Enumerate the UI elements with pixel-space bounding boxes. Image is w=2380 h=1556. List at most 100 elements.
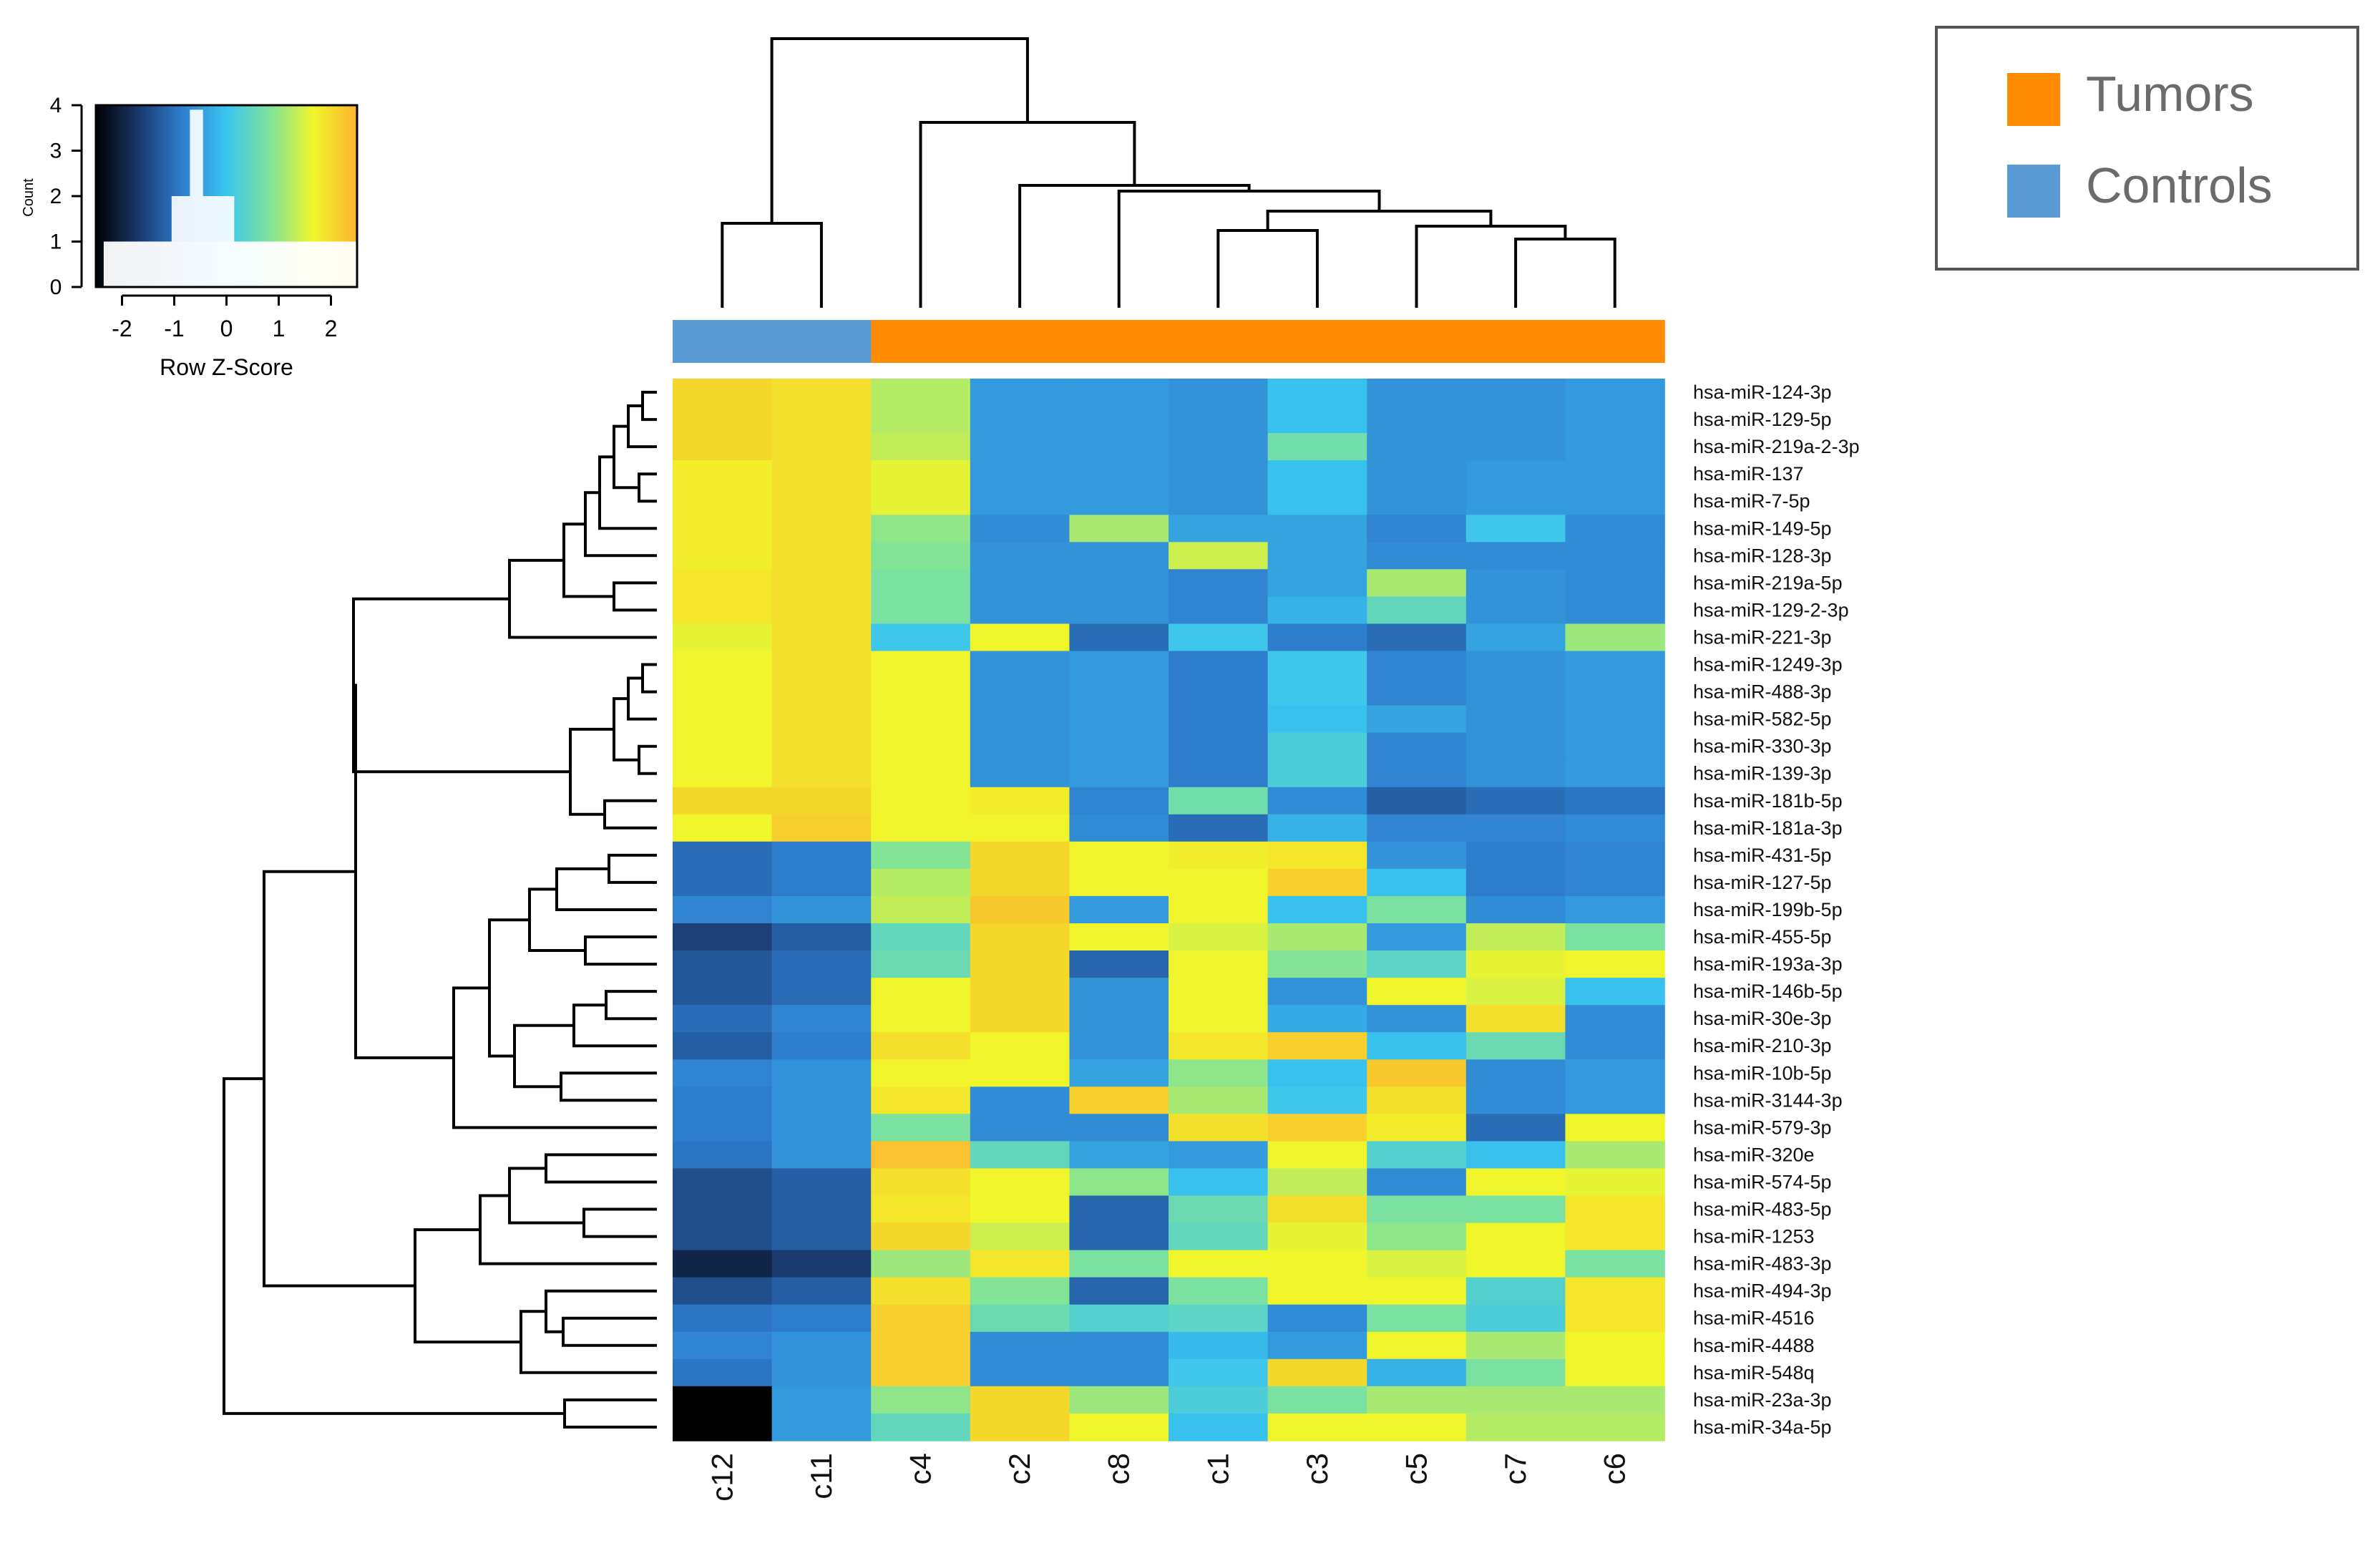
heatmap-cell: [1267, 895, 1367, 924]
heatmap-cell: [1169, 1386, 1269, 1414]
legend-label-controls: Controls: [2086, 157, 2273, 213]
heatmap-cell: [871, 487, 971, 515]
column-label: c1: [1201, 1453, 1234, 1484]
heatmap-cell: [1465, 1141, 1566, 1170]
heatmap-cell: [1367, 1168, 1467, 1197]
heatmap-cell: [1565, 1222, 1665, 1251]
group-bar-tumors: [871, 320, 971, 363]
heatmap-cell: [1565, 1386, 1665, 1414]
dendrogram-link: [479, 1194, 657, 1265]
heatmap-cell: [1565, 705, 1665, 734]
x-tick-label: 1: [273, 316, 286, 341]
heatmap-cell: [673, 623, 773, 652]
heatmap-cell: [970, 515, 1070, 543]
heatmap-cell: [771, 923, 872, 951]
heatmap-cell: [970, 623, 1070, 652]
heatmap-cell: [771, 759, 872, 788]
column-label: c5: [1400, 1453, 1433, 1484]
color-key-hist: [103, 241, 357, 287]
dendrogram-link: [582, 1207, 657, 1238]
heatmap-cell: [771, 1168, 872, 1197]
heatmap-cell: [771, 406, 872, 434]
heatmap-cell: [1465, 569, 1566, 598]
heatmap-cell: [1465, 868, 1566, 897]
heatmap-cell: [1465, 1222, 1566, 1251]
heatmap-cell: [1465, 406, 1566, 434]
heatmap-cell: [1367, 596, 1467, 625]
dendrogram-link: [641, 663, 657, 694]
heatmap-cell: [1169, 732, 1269, 761]
heatmap-cell: [1169, 759, 1269, 788]
heatmap-cell: [1069, 569, 1169, 598]
heatmap-cell: [1565, 841, 1665, 870]
row-label: hsa-miR-193a-3p: [1693, 953, 1843, 975]
group-legend: Tumors Controls: [1935, 26, 2359, 271]
dendrogram-link: [563, 1398, 657, 1429]
heatmap-cell: [871, 1331, 971, 1360]
dendrogram-link: [1216, 229, 1319, 308]
heatmap-cell: [871, 678, 971, 706]
heatmap-cell: [1169, 1195, 1269, 1224]
heatmap-cell: [1367, 542, 1467, 570]
heatmap-cell: [1465, 1086, 1566, 1115]
heatmap-cell: [1267, 841, 1367, 870]
heatmap-cell: [1069, 1086, 1169, 1115]
heatmap-cell: [1267, 406, 1367, 434]
heatmap-cell: [1465, 1195, 1566, 1224]
heatmap-cell: [1367, 950, 1467, 978]
heatmap-cell: [673, 1358, 773, 1387]
heatmap-cell: [1565, 651, 1665, 679]
heatmap-cell: [871, 1032, 971, 1060]
y-tick-label: 3: [50, 140, 62, 163]
heatmap-cell: [1069, 460, 1169, 488]
group-bar-tumors: [1465, 320, 1566, 363]
heatmap-cell: [970, 1386, 1070, 1414]
heatmap-cell: [871, 623, 971, 652]
row-label: hsa-miR-574-5p: [1693, 1172, 1832, 1193]
heatmap-cell: [1465, 1277, 1566, 1305]
heatmap-cell: [871, 1358, 971, 1387]
heatmap-cell: [1069, 433, 1169, 461]
heatmap-cell: [1267, 1032, 1367, 1060]
heatmap-cell: [673, 895, 773, 924]
dendrogram-link: [452, 986, 657, 1129]
heatmap-cell: [871, 732, 971, 761]
heatmap-cell: [771, 1005, 872, 1033]
row-label: hsa-miR-129-2-3p: [1693, 599, 1849, 621]
heatmap-cell: [1069, 1059, 1169, 1088]
heatmap-cell: [1169, 841, 1269, 870]
heatmap-cell: [871, 1277, 971, 1305]
heatmap-cell: [673, 515, 773, 543]
color-key-ylabel: Count: [21, 178, 36, 217]
heatmap-cell: [1069, 542, 1169, 570]
heatmap-cell: [871, 1250, 971, 1278]
heatmap-cell: [771, 623, 872, 652]
heatmap-cell: [1367, 678, 1467, 706]
heatmap-cell: [1267, 787, 1367, 815]
heatmap-cell: [771, 569, 872, 598]
heatmap-cell: [1465, 814, 1566, 842]
heatmap-cell: [1465, 1250, 1566, 1278]
heatmap-cell: [673, 787, 773, 815]
heatmap-cell: [673, 950, 773, 978]
heatmap-cell: [871, 1386, 971, 1414]
heatmap-cell: [871, 978, 971, 1006]
dendrogram-link: [638, 472, 657, 503]
heatmap-cell: [1465, 1005, 1566, 1033]
row-label: hsa-miR-129-5p: [1693, 409, 1832, 430]
heatmap-cell: [1169, 1168, 1269, 1197]
heatmap-cell: [673, 1114, 773, 1142]
heatmap-cell: [771, 433, 872, 461]
heatmap-cell: [871, 1059, 971, 1088]
heatmap-cell: [673, 868, 773, 897]
heatmap-cell: [673, 460, 773, 488]
heatmap-cell: [771, 1250, 872, 1278]
heatmap-cell: [1367, 487, 1467, 515]
row-label: hsa-miR-4488: [1693, 1335, 1815, 1356]
heatmap-cell: [1367, 1032, 1467, 1060]
heatmap-cell: [871, 379, 971, 407]
dendrogram-link: [1514, 238, 1616, 308]
heatmap-cell: [970, 950, 1070, 978]
dendrogram-link: [508, 558, 657, 639]
heatmap-cell: [1565, 1114, 1665, 1142]
